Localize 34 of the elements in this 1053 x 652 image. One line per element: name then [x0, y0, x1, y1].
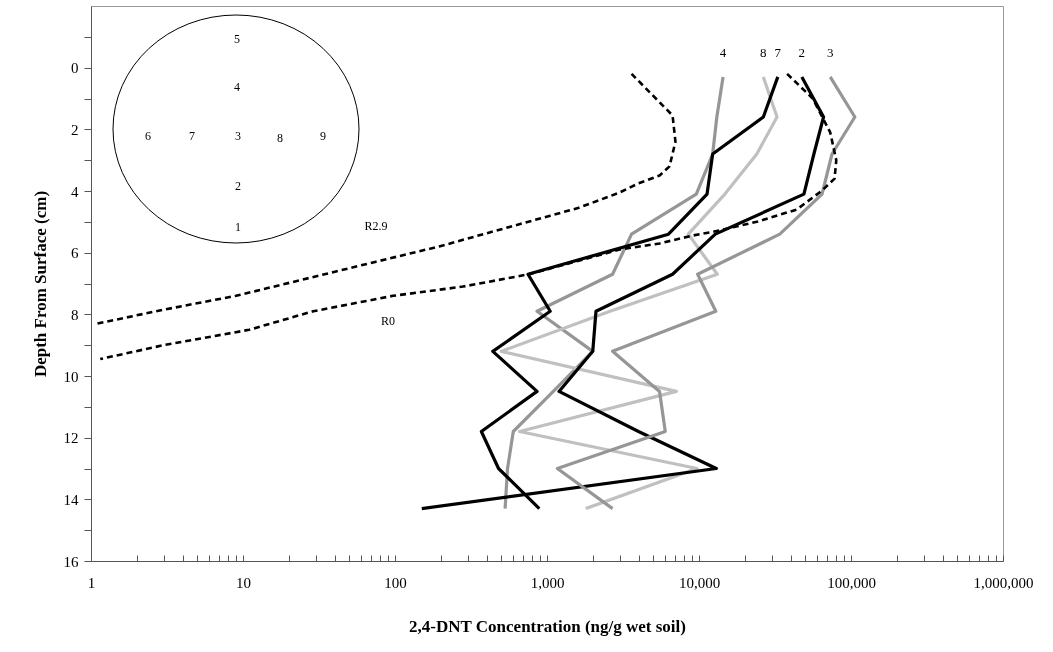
annotation: 5	[234, 31, 240, 46]
y-tick-label: 8	[71, 306, 79, 323]
series-label: 8	[760, 44, 767, 60]
annotation: 4	[234, 79, 240, 94]
annotation: R0	[380, 313, 396, 328]
y-tick-label: 6	[71, 245, 79, 262]
y-tick-label: 16	[63, 553, 79, 570]
y-tick-label: 14	[63, 491, 79, 508]
x-tick-label: 1,000,000	[973, 574, 1034, 591]
x-tick-label: 1	[87, 574, 96, 591]
y-axis-title: Depth From Surface (cm)	[30, 190, 50, 378]
series-label: 7	[774, 44, 782, 60]
annotation: 7	[189, 128, 195, 143]
series-label: 4	[719, 44, 727, 60]
annotation: 8	[277, 130, 283, 145]
x-tick-label: 10	[236, 574, 251, 591]
series-label: 2	[798, 44, 806, 60]
y-tick-label: 2	[71, 121, 79, 138]
x-tick-label: 10,000	[678, 574, 721, 591]
annotation: 6	[145, 128, 151, 143]
x-tick-label: 1,000	[530, 574, 565, 591]
annotation: 9	[320, 128, 326, 143]
annotation: 3	[235, 128, 241, 143]
annotation: 2	[235, 178, 241, 193]
y-tick-label: 10	[63, 368, 79, 385]
y-tick-label: 4	[71, 183, 79, 200]
y-tick-label: 0	[71, 60, 79, 77]
x-tick-label: 100,000	[827, 574, 876, 591]
x-axis-title: 2,4-DNT Concentration (ng/g wet soil)	[409, 616, 686, 636]
x-tick-label: 100	[384, 574, 407, 591]
annotation: R2.9	[364, 218, 388, 233]
series-label: 3	[826, 44, 834, 60]
annotation: 1	[235, 219, 241, 234]
y-tick-label: 12	[63, 430, 79, 447]
